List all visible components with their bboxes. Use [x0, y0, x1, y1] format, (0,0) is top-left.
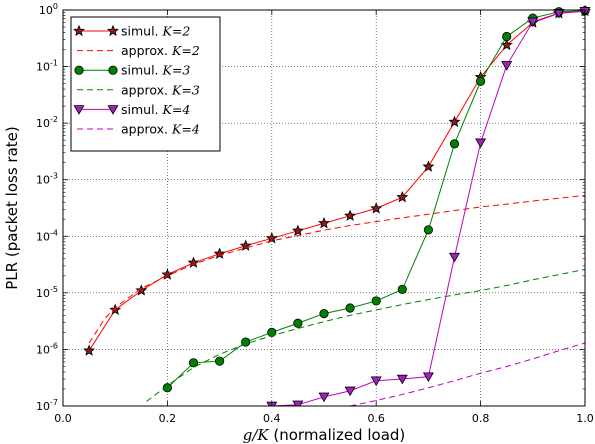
legend-marker: [74, 65, 84, 75]
data-point: [291, 224, 304, 236]
legend-marker: [107, 24, 119, 37]
data-point: [109, 303, 122, 315]
data-point: [422, 160, 435, 172]
legend-entry: simul. K=4: [73, 102, 190, 117]
data-point: [267, 327, 277, 337]
data-point: [370, 376, 382, 387]
data-point: [422, 372, 434, 383]
data-point: [213, 247, 226, 259]
data-point: [188, 358, 199, 368]
data-point: [83, 344, 96, 356]
plot-frame: [62, 9, 586, 407]
series-approx-k-3: [146, 268, 586, 402]
data-point: [448, 115, 461, 128]
data-point: [502, 31, 512, 42]
data-point: [396, 374, 408, 385]
legend-entry: simul. K=2: [73, 24, 190, 39]
data-point: [501, 61, 513, 71]
data-point: [423, 225, 433, 235]
legend-marker: [108, 65, 118, 75]
series-simul-k-4: [266, 7, 591, 406]
x-tick-label: 0.6: [367, 412, 385, 425]
grid: [63, 10, 585, 406]
data-point: [500, 38, 513, 51]
data-point: [241, 337, 251, 347]
x-tick-label: 0.2: [159, 412, 177, 425]
y-tick-label: 10-7: [36, 398, 58, 413]
series-line: [88, 194, 586, 344]
legend-entry: approx. K=3: [77, 82, 200, 97]
data-point: [449, 252, 460, 263]
legend-label: approx. K=4: [121, 122, 200, 137]
data-point: [397, 284, 407, 295]
data-point: [293, 318, 303, 328]
y-axis-label: PLR (packet loss rate): [3, 126, 21, 290]
data-point: [344, 209, 357, 221]
legend-marker: [73, 105, 85, 115]
y-tick-label: 10-1: [36, 59, 58, 74]
series-layer: [83, 4, 591, 406]
data-point: [319, 308, 329, 319]
legend-label: simul. K=2: [121, 24, 190, 39]
y-tick-label: 10-6: [36, 341, 58, 356]
data-point: [396, 190, 409, 203]
legend-marker: [73, 24, 85, 37]
data-point: [318, 216, 330, 229]
x-axis-label: g/K (normalized load): [243, 426, 406, 444]
data-point: [318, 392, 330, 403]
legend-entry: approx. K=4: [77, 122, 200, 137]
data-point: [187, 256, 200, 268]
legend-label: simul. K=3: [121, 63, 190, 78]
legend-entry: approx. K=2: [77, 43, 200, 58]
data-point: [370, 202, 383, 214]
series-line: [349, 342, 586, 406]
series-approx-k-4: [349, 342, 586, 406]
y-tick-label: 10-5: [36, 285, 58, 300]
data-point: [344, 386, 356, 397]
data-point: [449, 139, 460, 149]
data-point: [215, 356, 225, 366]
y-tick-label: 100: [39, 2, 58, 17]
x-tick-label: 0.8: [472, 412, 490, 425]
series-line: [271, 10, 586, 406]
series-line: [146, 268, 586, 402]
x-tick-label: 0.4: [263, 412, 281, 425]
legend-label: approx. K=3: [121, 82, 200, 97]
data-point: [292, 400, 304, 406]
legend-box: [70, 16, 221, 152]
data-point: [475, 138, 487, 149]
legend-entry: simul. K=3: [74, 63, 190, 78]
ticks: 0.0 0.2 0.4 0.6 0.8 1.0 10-7 10-6 10-5 10-4 10-3 10…: [36, 2, 594, 425]
legend-marker: [107, 105, 119, 115]
y-tick-label: 10-4: [36, 228, 58, 243]
y-tick-label: 10-3: [36, 172, 58, 187]
legend-label: simul. K=4: [121, 102, 190, 117]
data-point: [162, 383, 172, 393]
data-point: [475, 76, 486, 86]
legend: simul. K=2 approx. K=2 simul. K=3 approx. K…: [70, 16, 221, 152]
data-point: [345, 303, 355, 313]
data-point: [553, 8, 565, 19]
legend-label: approx. K=2: [121, 43, 200, 58]
x-tick-label: 1.0: [576, 412, 594, 425]
series-approx-k-2: [88, 194, 586, 344]
data-point: [527, 17, 539, 28]
data-point: [135, 284, 148, 296]
x-tick-label: 0.0: [54, 412, 72, 425]
data-point: [371, 296, 381, 306]
y-tick-label: 10-2: [36, 115, 58, 130]
